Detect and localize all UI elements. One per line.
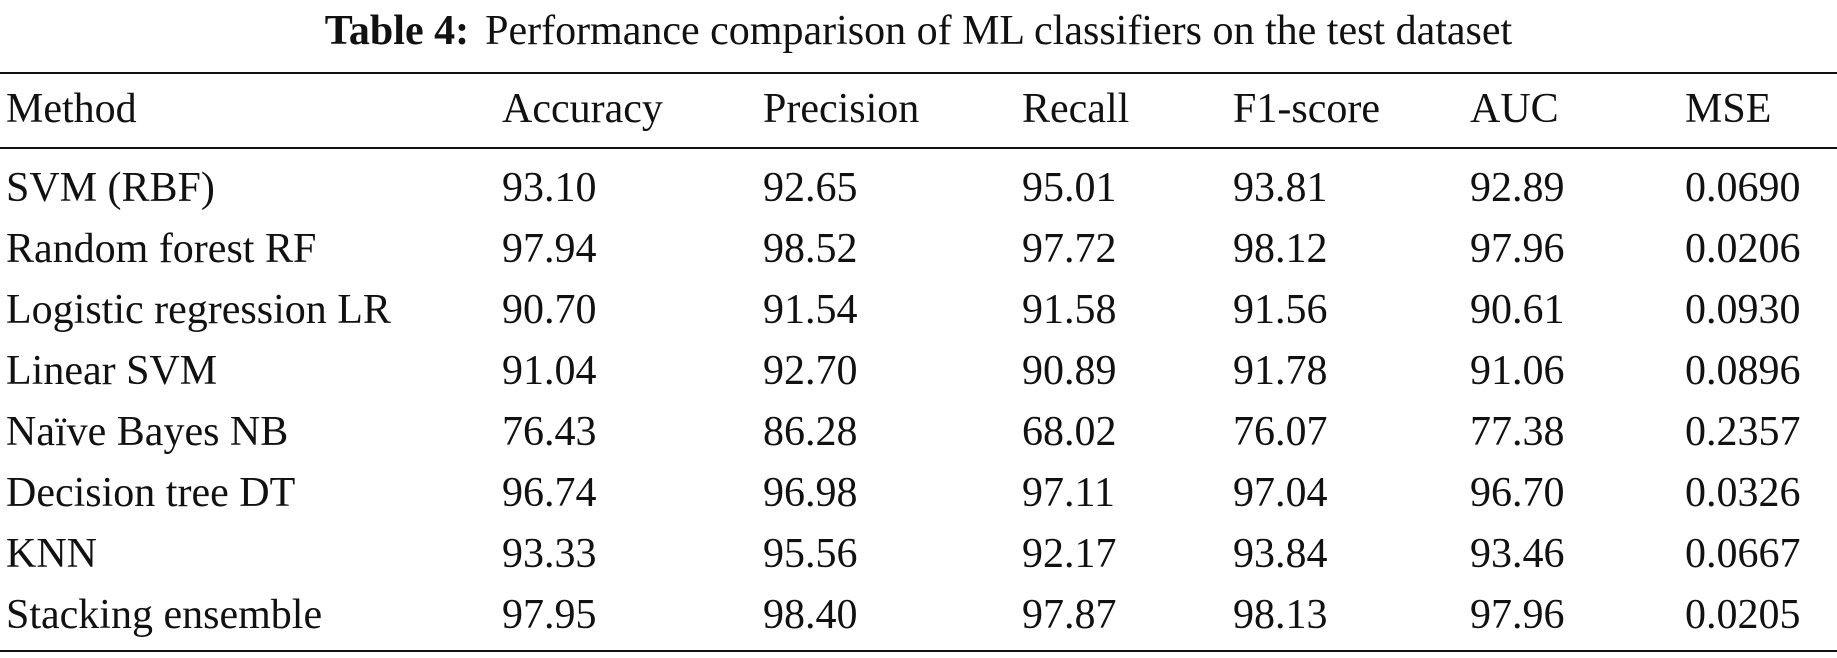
recall-cell: 91.58: [1022, 287, 1117, 333]
method-cell: Logistic regression LR: [6, 287, 391, 333]
table-caption-text: Performance comparison of ML classifiers…: [485, 8, 1513, 54]
precision-cell: 96.98: [763, 470, 858, 516]
header-cell-method: Method: [6, 86, 137, 132]
auc-cell: 96.70: [1470, 470, 1565, 516]
f1-score-cell: 91.56: [1233, 287, 1328, 333]
table-caption: Table 4: Performance comparison of ML cla…: [0, 0, 1837, 62]
auc-cell: 77.38: [1470, 409, 1565, 455]
precision-cell: 92.65: [763, 165, 858, 211]
top-rule: [0, 72, 1837, 74]
method-cell: Linear SVM: [6, 348, 218, 394]
recall-cell: 97.87: [1022, 592, 1117, 638]
auc-cell: 92.89: [1470, 165, 1565, 211]
table-row: KNN 93.33 95.56 92.17 93.84 93.46 0.0667: [0, 523, 1837, 585]
method-cell: Random forest RF: [6, 226, 317, 272]
recall-cell: 95.01: [1022, 165, 1117, 211]
accuracy-cell: 97.95: [502, 592, 597, 638]
header-cell-recall: Recall: [1022, 86, 1130, 132]
table-row: Linear SVM 91.04 92.70 90.89 91.78 91.06…: [0, 340, 1837, 402]
f1-score-cell: 98.12: [1233, 226, 1328, 272]
recall-cell: 97.11: [1022, 470, 1115, 516]
table-row: Logistic regression LR 90.70 91.54 91.58…: [0, 279, 1837, 341]
auc-cell: 90.61: [1470, 287, 1565, 333]
header-cell-f1-score: F1-score: [1233, 86, 1380, 132]
precision-cell: 98.40: [763, 592, 858, 638]
f1-score-cell: 91.78: [1233, 348, 1328, 394]
method-cell: Decision tree DT: [6, 470, 296, 516]
precision-cell: 91.54: [763, 287, 858, 333]
header-cell-accuracy: Accuracy: [502, 86, 663, 132]
accuracy-cell: 91.04: [502, 348, 597, 394]
method-cell: Stacking ensemble: [6, 592, 323, 638]
auc-cell: 97.96: [1470, 592, 1565, 638]
method-cell: SVM (RBF): [6, 165, 215, 211]
mse-cell: 0.0206: [1685, 226, 1801, 272]
accuracy-cell: 93.33: [502, 531, 597, 577]
f1-score-cell: 97.04: [1233, 470, 1328, 516]
recall-cell: 92.17: [1022, 531, 1117, 577]
auc-cell: 97.96: [1470, 226, 1565, 272]
recall-cell: 97.72: [1022, 226, 1117, 272]
precision-cell: 98.52: [763, 226, 858, 272]
mse-cell: 0.0690: [1685, 165, 1801, 211]
auc-cell: 91.06: [1470, 348, 1565, 394]
table-row: Decision tree DT 96.74 96.98 97.11 97.04…: [0, 462, 1837, 524]
accuracy-cell: 76.43: [502, 409, 597, 455]
header-cell-mse: MSE: [1685, 86, 1772, 132]
accuracy-cell: 96.74: [502, 470, 597, 516]
accuracy-cell: 90.70: [502, 287, 597, 333]
auc-cell: 93.46: [1470, 531, 1565, 577]
table-row: Naïve Bayes NB 76.43 86.28 68.02 76.07 7…: [0, 401, 1837, 463]
header-cell-precision: Precision: [763, 86, 920, 132]
header-cell-auc: AUC: [1470, 86, 1559, 132]
mse-cell: 0.0667: [1685, 531, 1801, 577]
table-caption-label: Table 4:: [324, 8, 470, 54]
accuracy-cell: 93.10: [502, 165, 597, 211]
mse-cell: 0.0205: [1685, 592, 1801, 638]
header-rule: [0, 147, 1837, 149]
precision-cell: 95.56: [763, 531, 858, 577]
precision-cell: 86.28: [763, 409, 858, 455]
f1-score-cell: 76.07: [1233, 409, 1328, 455]
recall-cell: 68.02: [1022, 409, 1117, 455]
mse-cell: 0.0326: [1685, 470, 1801, 516]
table-row: Stacking ensemble 97.95 98.40 97.87 98.1…: [0, 584, 1837, 646]
table-row: SVM (RBF) 93.10 92.65 95.01 93.81 92.89 …: [0, 157, 1837, 219]
mse-cell: 0.2357: [1685, 409, 1801, 455]
bottom-rule: [0, 650, 1837, 652]
accuracy-cell: 97.94: [502, 226, 597, 272]
f1-score-cell: 98.13: [1233, 592, 1328, 638]
precision-cell: 92.70: [763, 348, 858, 394]
table-row: Random forest RF 97.94 98.52 97.72 98.12…: [0, 218, 1837, 280]
mse-cell: 0.0930: [1685, 287, 1801, 333]
method-cell: KNN: [6, 531, 97, 577]
table-header-row: Method Accuracy Precision Recall F1-scor…: [0, 78, 1837, 140]
f1-score-cell: 93.84: [1233, 531, 1328, 577]
f1-score-cell: 93.81: [1233, 165, 1328, 211]
mse-cell: 0.0896: [1685, 348, 1801, 394]
method-cell: Naïve Bayes NB: [6, 409, 289, 455]
recall-cell: 90.89: [1022, 348, 1117, 394]
